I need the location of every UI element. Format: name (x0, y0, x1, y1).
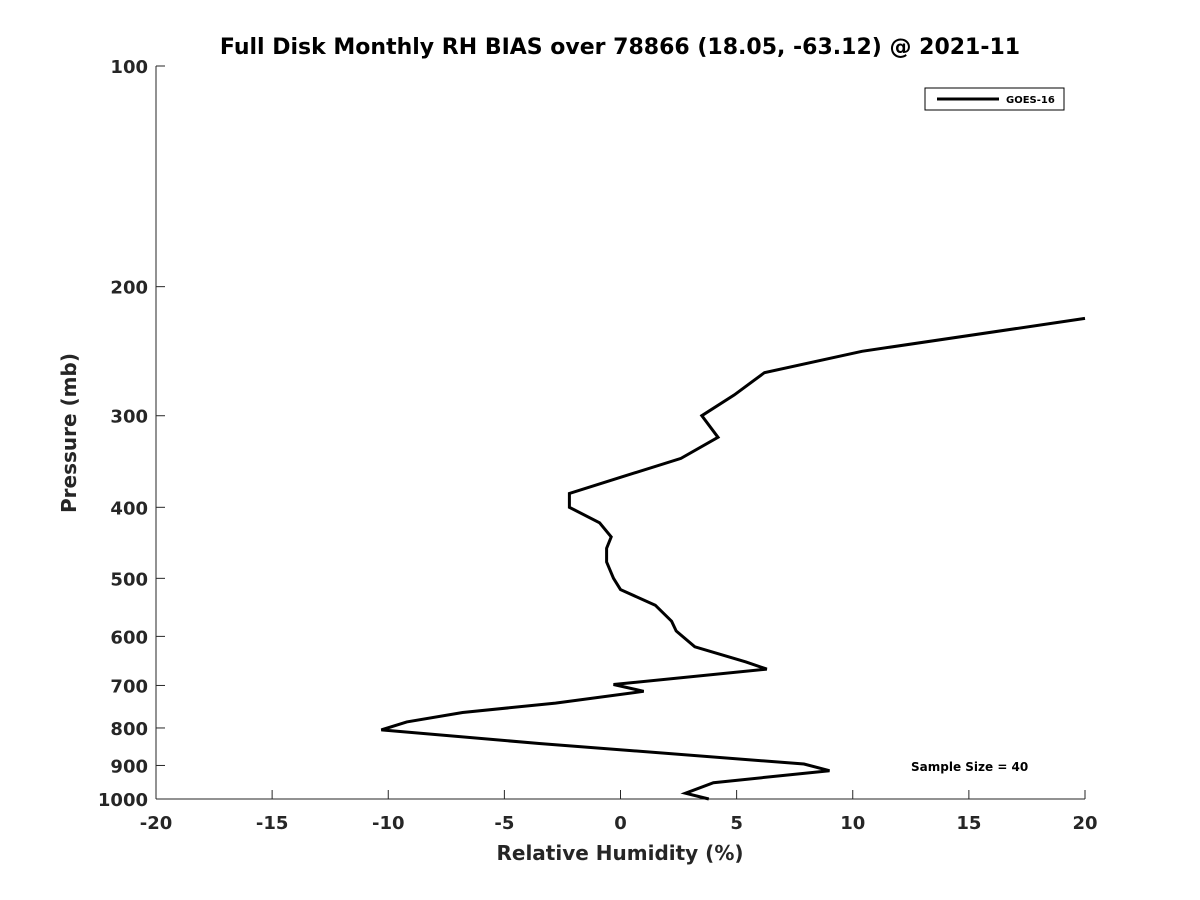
y-tick-label: 900 (110, 756, 148, 777)
y-tick-label: 1000 (98, 790, 148, 811)
y-tick-label: 200 (110, 278, 148, 299)
y-tick-label: 700 (110, 676, 148, 697)
x-axis-ticks: -20 -15 -10 -5 0 5 10 15 20 (140, 790, 1098, 834)
x-axis-label: Relative Humidity (%) (496, 841, 743, 865)
sample-size-annotation: Sample Size = 40 (911, 760, 1028, 774)
x-tick-label: 5 (730, 813, 743, 834)
x-tick-label: 15 (956, 813, 981, 834)
x-tick-label: 0 (614, 813, 627, 834)
y-tick-label: 600 (110, 627, 148, 648)
y-axis-ticks: 100 200 300 400 500 600 700 800 900 1000 (98, 57, 165, 811)
series-layer (380, 316, 1086, 801)
y-tick-label: 400 (110, 498, 148, 519)
legend-label-goes-16: GOES-16 (1006, 95, 1055, 106)
x-tick-label: -15 (256, 813, 289, 834)
x-tick-label: -5 (494, 813, 514, 834)
chart-title: Full Disk Monthly RH BIAS over 78866 (18… (220, 35, 1020, 60)
y-tick-label: 300 (110, 407, 148, 428)
plot-area (156, 66, 1085, 799)
x-tick-label: 20 (1072, 813, 1097, 834)
y-axis-label: Pressure (mb) (57, 353, 81, 513)
x-tick-label: -20 (140, 813, 173, 834)
y-tick-label: 100 (110, 57, 148, 78)
series-line-goes-16 (380, 316, 1086, 801)
legend: GOES-16 (924, 87, 1065, 111)
y-tick-label: 500 (110, 569, 148, 590)
x-tick-label: 10 (840, 813, 865, 834)
y-tick-label: 800 (110, 719, 148, 740)
x-tick-label: -10 (372, 813, 405, 834)
